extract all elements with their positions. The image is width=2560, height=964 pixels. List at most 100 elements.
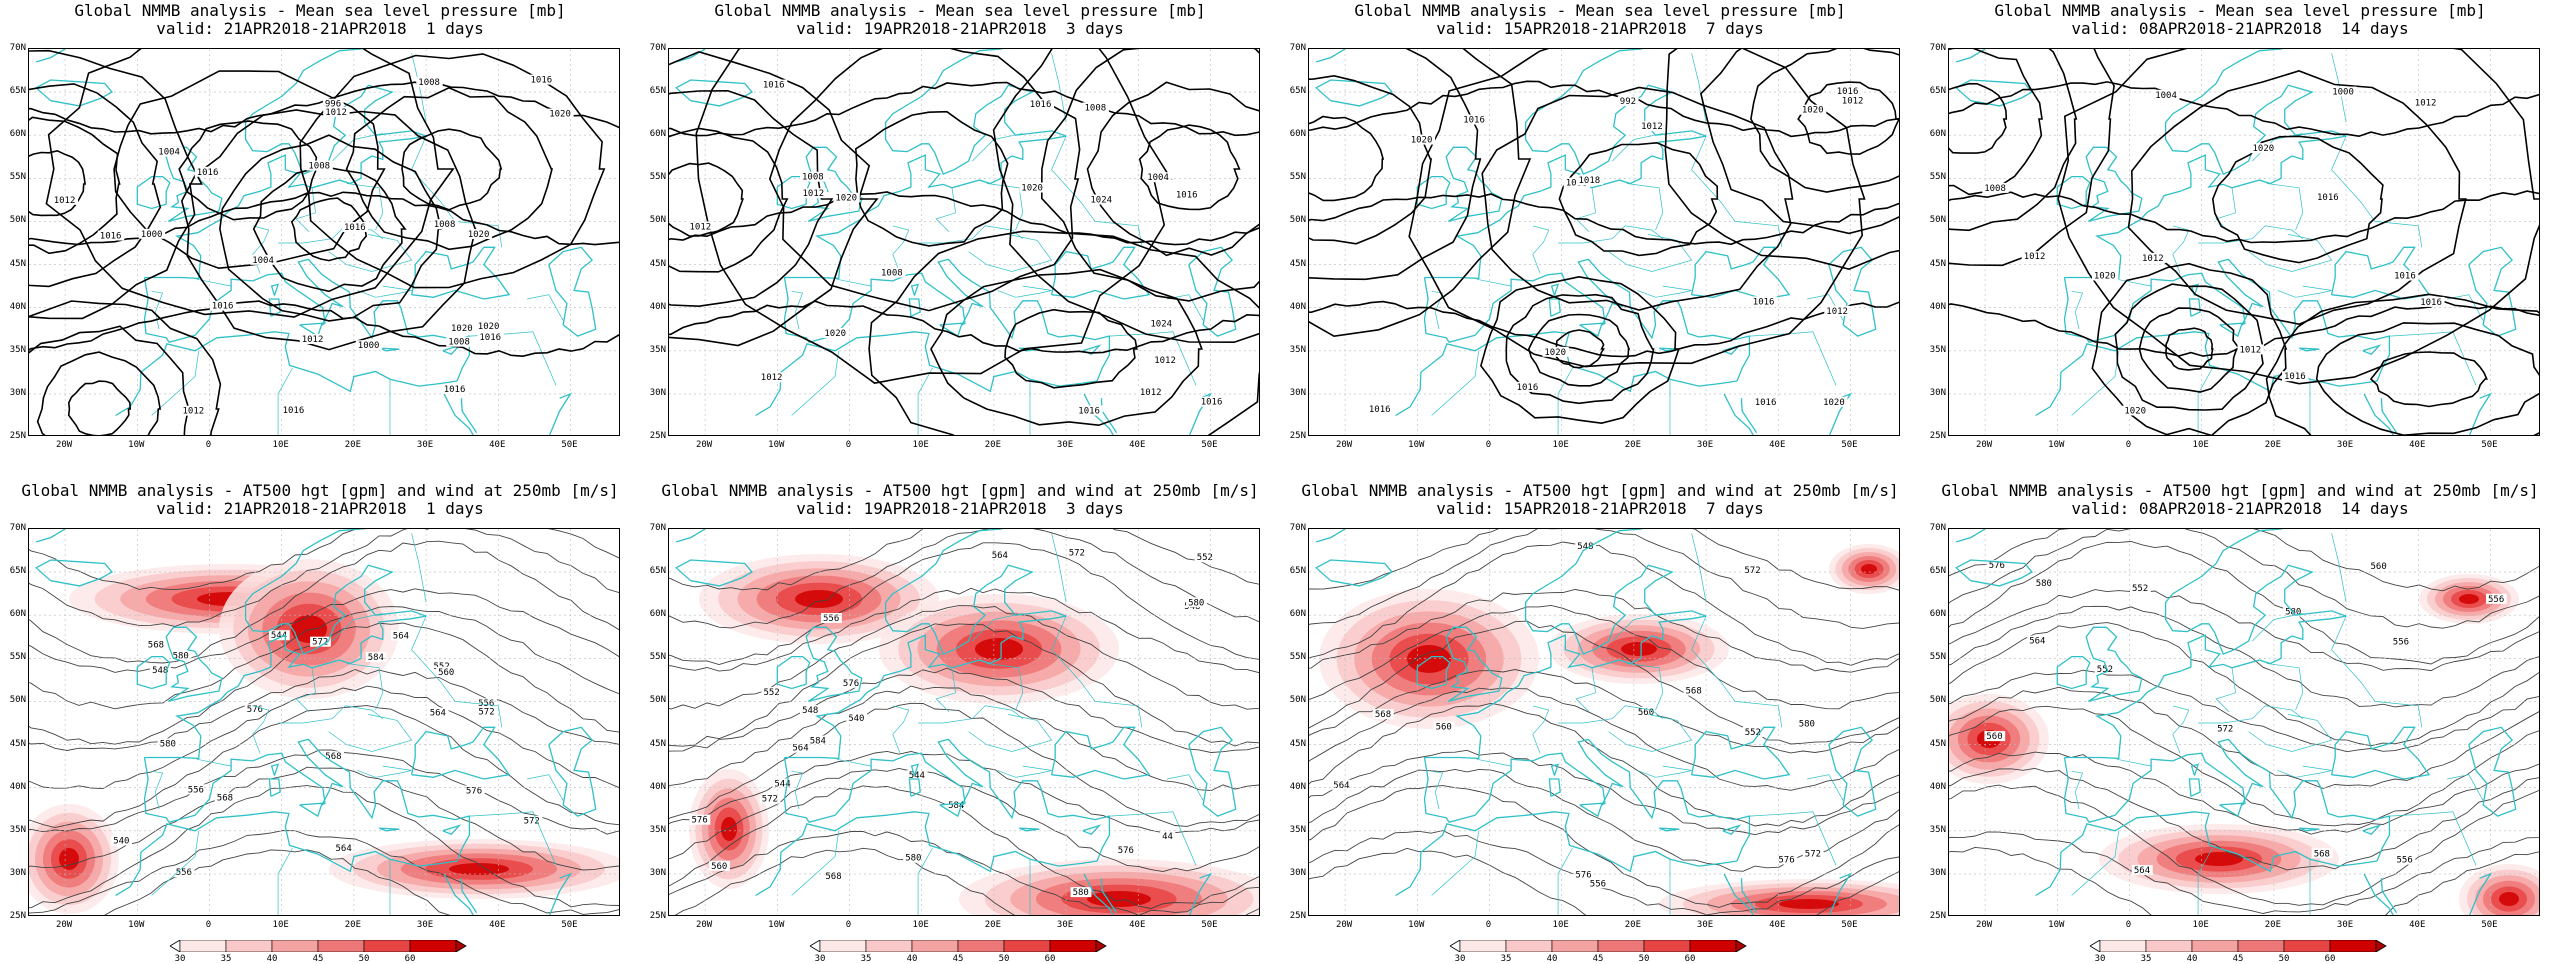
lon-tick-label: 10E (2192, 920, 2209, 930)
contour-label: 568 (325, 752, 341, 762)
contour-label: 1020 (1802, 106, 1824, 116)
lon-tick-label: 20W (1975, 920, 1993, 930)
contour-label: 560 (1986, 732, 2002, 742)
contour-label: 1020 (549, 110, 571, 120)
contour-label: 572 (312, 638, 328, 648)
contour-label: 560 (1436, 722, 1452, 732)
lat-tick-label: 55N (9, 172, 26, 183)
lon-tick-label: 20W (1335, 440, 1353, 450)
contour-labels: 5405445485525565645685725765805685605565… (111, 630, 543, 878)
contour-label: 576 (1989, 561, 2005, 571)
contour-label: 580 (905, 854, 921, 864)
lon-tick-label: 40E (2409, 440, 2426, 450)
contour-label: 556 (2393, 638, 2409, 648)
colorbar-tick-label: 60 (404, 954, 416, 964)
lat-tick-label: 40N (649, 301, 666, 312)
colorbar-tick-label: 50 (1638, 954, 1650, 964)
contour-label: 564 (336, 844, 352, 854)
lon-tick-label: 20E (1624, 440, 1642, 450)
contour-label: 568 (1375, 710, 1391, 720)
contour-label: 1012 (54, 196, 76, 206)
lat-tick-label: 35N (9, 344, 26, 355)
lat-tick-label: 30N (649, 387, 666, 398)
coastlines (1955, 529, 2517, 915)
contour-label: 1000 (2332, 88, 2354, 98)
lon-tick-label: 20W (1975, 440, 1993, 450)
contour-label: 576 (247, 705, 263, 715)
contour-label: 1016 (1837, 87, 1859, 97)
lat-tick-label: 25N (1929, 431, 1946, 441)
lat-tick-label: 25N (9, 911, 26, 921)
lat-tick-label: 65N (9, 566, 26, 577)
panel-title: Global NMMB analysis - Mean sea level pr… (1920, 2, 2560, 38)
contour-label: 1020 (468, 230, 490, 240)
colorbar-swatch (911, 940, 959, 952)
contour-label: 560 (1638, 708, 1654, 718)
contour-label: 1008 (1984, 184, 2006, 194)
lon-tick-label: 10W (128, 440, 145, 450)
contour-label: 1008 (434, 220, 456, 230)
contour-label: 1012 (2240, 345, 2262, 355)
lat-tick-label: 30N (1929, 387, 1946, 398)
contour-label: 556 (2397, 856, 2413, 866)
contour-label: 1012 (761, 373, 783, 383)
lon-tick-label: 20W (695, 440, 713, 450)
panel-title: Global NMMB analysis - AT500 hgt [gpm] a… (1920, 482, 2560, 518)
graticule (29, 529, 619, 915)
contour-labels: 1008 1012 1016 1020 1008 1004 1008 1020 1016 1024… (687, 79, 1226, 417)
contour-label: 1008 (308, 162, 330, 172)
contour-label: 996 (325, 100, 341, 110)
lon-tick-label: 40E (489, 920, 506, 930)
lat-tick-label: 55N (9, 652, 26, 663)
contour-label: 1020 (451, 324, 473, 334)
lat-tick-label: 40N (9, 781, 26, 792)
lon-tick-label: 0 (845, 920, 852, 930)
lat-tick-label: 50N (1929, 215, 1946, 226)
panel-title-line2: valid: 19APR2018-21APR2018 3 days (796, 499, 1124, 518)
lon-tick-label: 30E (416, 440, 434, 450)
contour-label: 1012 (1154, 356, 1176, 366)
panel-title-line2: valid: 08APR2018-21APR2018 14 days (2071, 499, 2409, 518)
contour-label: 576 (692, 816, 708, 826)
colorbar-tick-label: 30 (814, 954, 826, 964)
lat-tick-label: 50N (649, 695, 666, 706)
lon-tick-label: 10W (768, 440, 785, 450)
colorbar-swatch (865, 940, 913, 952)
panel-title-line1: Global NMMB analysis - Mean sea level pr… (714, 1, 1206, 20)
lat-tick-label: 65N (1929, 566, 1946, 577)
colorbar-swatch (2283, 940, 2331, 952)
lon-tick-label: 30E (1696, 920, 1714, 930)
lon-tick-label: 10W (2048, 440, 2065, 450)
lat-tick-label: 50N (1929, 695, 1946, 706)
contour-label: 564 (2029, 637, 2045, 647)
contour-label: 1016 (1030, 100, 1052, 110)
lat-tick-label: 30N (9, 867, 26, 878)
colorbar-tick-label: 40 (266, 954, 278, 964)
contour-label: 1016 (1078, 407, 1100, 417)
colorbar-swatch (317, 940, 365, 952)
colorbar-tick-label: 40 (1546, 954, 1558, 964)
contour-label: 1004 (252, 256, 274, 266)
contour-label: 564 (1333, 781, 1349, 791)
lat-tick-label: 25N (1289, 431, 1306, 441)
contour-label: 1016 (2394, 272, 2416, 282)
lat-tick-label: 65N (649, 86, 666, 97)
colorbar-tick-label: 50 (358, 954, 370, 964)
colorbar-swatch (2191, 940, 2239, 952)
colorbar-tick-label: 60 (1044, 954, 1056, 964)
colorbar-swatch (1689, 940, 1737, 952)
colorbar (1450, 940, 1747, 952)
lon-tick-label: 50E (1201, 440, 1218, 450)
isobars (669, 49, 1259, 435)
contour-label: 564 (393, 631, 409, 641)
contour-label: 1016 (763, 81, 785, 91)
colorbar-swatch (179, 940, 227, 952)
contour-label: 548 (152, 666, 168, 676)
map-panel-z500-1: Global NMMB analysis - AT500 hgt [gpm] a… (0, 480, 640, 964)
lat-tick-label: 30N (1289, 867, 1306, 878)
contour-label: 992 (1620, 97, 1636, 107)
contour-label: 548 (1577, 542, 1593, 552)
panel-title: Global NMMB analysis - AT500 hgt [gpm] a… (0, 482, 640, 518)
lat-tick-label: 65N (1929, 86, 1946, 97)
map-frame: 544 548 552 556 560 540 44 564 584 580 576 568 572 57… (668, 528, 1260, 916)
